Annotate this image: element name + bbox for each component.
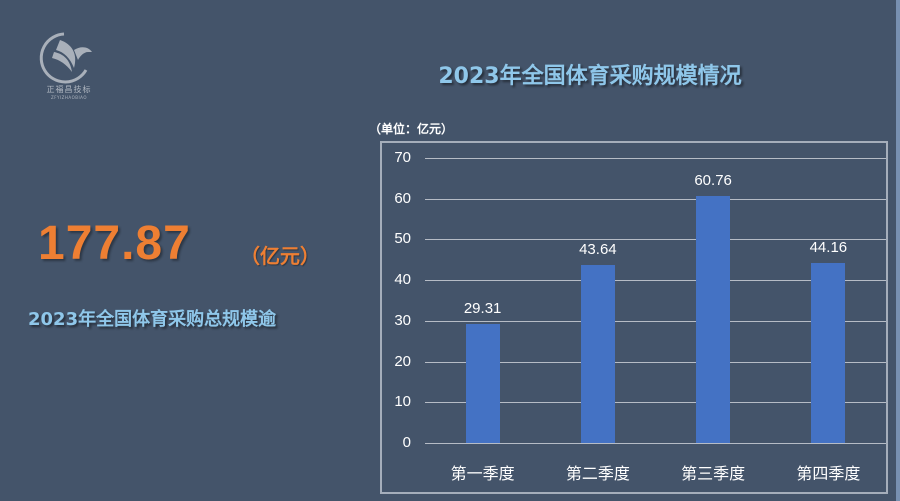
chart-title: 2023年全国体育采购规模情况 [438,64,742,89]
bar-value-label: 43.64 [579,241,617,259]
logo-name-cn: 正福昌技标 [46,85,92,94]
y-tick-label: 60 [394,189,411,207]
gridline [425,320,886,322]
x-category-label: 第四季度 [796,464,861,483]
bar [580,265,615,443]
gridline [425,361,886,363]
headline-caption: 2023年全国体育采购总规模逾 [28,309,277,330]
x-category-label: 第二季度 [565,464,630,483]
bar-value-label: 60.76 [694,171,732,189]
headline-value: 177.87 [38,217,191,270]
gridline [425,239,886,241]
right-edge-strip [896,0,900,501]
y-tick-label: 70 [394,149,411,166]
y-tick-label: 0 [402,434,411,451]
bar [465,323,500,443]
y-tick-label: 10 [394,393,411,411]
y-tick-label: 50 [394,230,411,248]
gridline [425,158,886,159]
y-tick-label: 40 [394,271,411,289]
eagle-circle-logo-icon [34,30,100,102]
y-tick-label: 30 [394,311,411,329]
gridline [425,443,886,444]
bar-value-label: 29.31 [463,299,502,317]
gridline [425,198,886,200]
y-tick-label: 20 [394,352,411,370]
chart-frame [380,141,888,494]
gridline [425,402,886,404]
bar [811,263,846,443]
bar [696,195,731,443]
plot-area [425,158,886,444]
bar-value-label: 44.16 [809,239,848,257]
headline-unit: （亿元） [240,244,320,268]
logo-name-en: ZFYIZHAOBIAO [51,95,87,100]
gridline [425,280,886,282]
x-category-label: 第一季度 [450,464,515,483]
chart-unit-label: （单位：亿元） [369,122,454,136]
x-category-label: 第三季度 [681,464,746,483]
